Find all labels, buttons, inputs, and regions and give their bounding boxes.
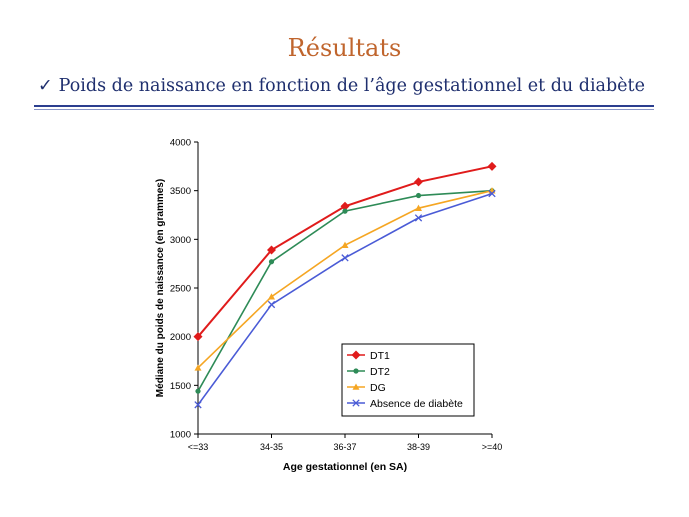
y-tick-label: 2000	[170, 332, 191, 343]
y-tick-label: 3500	[170, 186, 191, 197]
data-point-dt2	[415, 192, 422, 199]
legend-marker-dt1	[351, 350, 361, 360]
legend-marker-dt2	[353, 368, 359, 374]
series-dg	[194, 187, 496, 371]
legend-item-dt2: DT2	[347, 366, 390, 378]
data-point-dt1	[193, 332, 203, 342]
legend-marker-dg	[352, 383, 360, 390]
legend-item-dt1: DT1	[347, 350, 390, 362]
data-point-dt1	[487, 161, 497, 171]
title-divider	[34, 105, 654, 107]
legend-label-dg: DG	[370, 382, 386, 394]
x-axis-label: Age gestationnel (en SA)	[283, 461, 407, 473]
x-tick-label: 36-37	[333, 442, 356, 452]
data-point-dg	[194, 364, 202, 371]
legend-marker-absence-de-diab-te	[352, 399, 360, 407]
x-tick-label: 34-35	[260, 442, 283, 452]
subtitle-text: Poids de naissance en fonction de l’âge …	[58, 76, 645, 96]
data-point-absence-de-diab-te	[267, 300, 276, 309]
slide-title: Résultats	[287, 34, 402, 62]
legend-item-absence-de-diab-te: Absence de diabète	[347, 398, 463, 410]
legend-box	[341, 343, 475, 417]
y-tick-label: 2500	[170, 284, 191, 295]
y-tick-label: 1500	[170, 381, 191, 392]
slide-subtitle: ✓ Poids de naissance en fonction de l’âge…	[38, 76, 645, 96]
y-tick-label: 4000	[170, 138, 191, 149]
data-point-absence-de-diab-te	[194, 401, 202, 409]
data-point-absence-de-diab-te	[341, 254, 349, 262]
checkmark-icon: ✓	[38, 76, 53, 96]
data-point-absence-de-diab-te	[414, 214, 423, 222]
legend-label-dt1: DT1	[370, 350, 390, 362]
series-absence-de-diab-te	[194, 189, 496, 409]
legend-label-absence-de-diab-te: Absence de diabète	[370, 398, 463, 410]
data-point-absence-de-diab-te	[488, 189, 496, 198]
x-tick-label: 38-39	[407, 442, 430, 452]
data-point-dt1	[340, 201, 350, 211]
series-dt1	[193, 161, 497, 342]
data-point-dg	[268, 293, 275, 300]
data-point-dt1	[414, 177, 423, 187]
series-line-dg	[197, 189, 493, 369]
data-point-dt2	[268, 259, 275, 265]
legend-label-dt2: DT2	[370, 366, 390, 378]
legend-item-dg: DG	[347, 382, 386, 394]
data-point-dt2	[195, 388, 201, 394]
title-divider-secondary	[34, 109, 654, 110]
data-point-dt1	[267, 245, 276, 255]
data-point-dg	[341, 241, 349, 248]
x-tick-label: <=33	[188, 442, 209, 452]
data-point-dt2	[342, 208, 348, 214]
series-dt2	[195, 188, 495, 394]
y-tick-label: 1000	[170, 430, 191, 441]
x-tick-label: >=40	[482, 442, 503, 452]
series-line-dt1	[197, 165, 493, 338]
y-axis-label: Médiane du poids de naissance (en gramme…	[155, 179, 166, 397]
data-point-dg	[415, 204, 422, 211]
y-tick-label: 3000	[170, 235, 191, 246]
